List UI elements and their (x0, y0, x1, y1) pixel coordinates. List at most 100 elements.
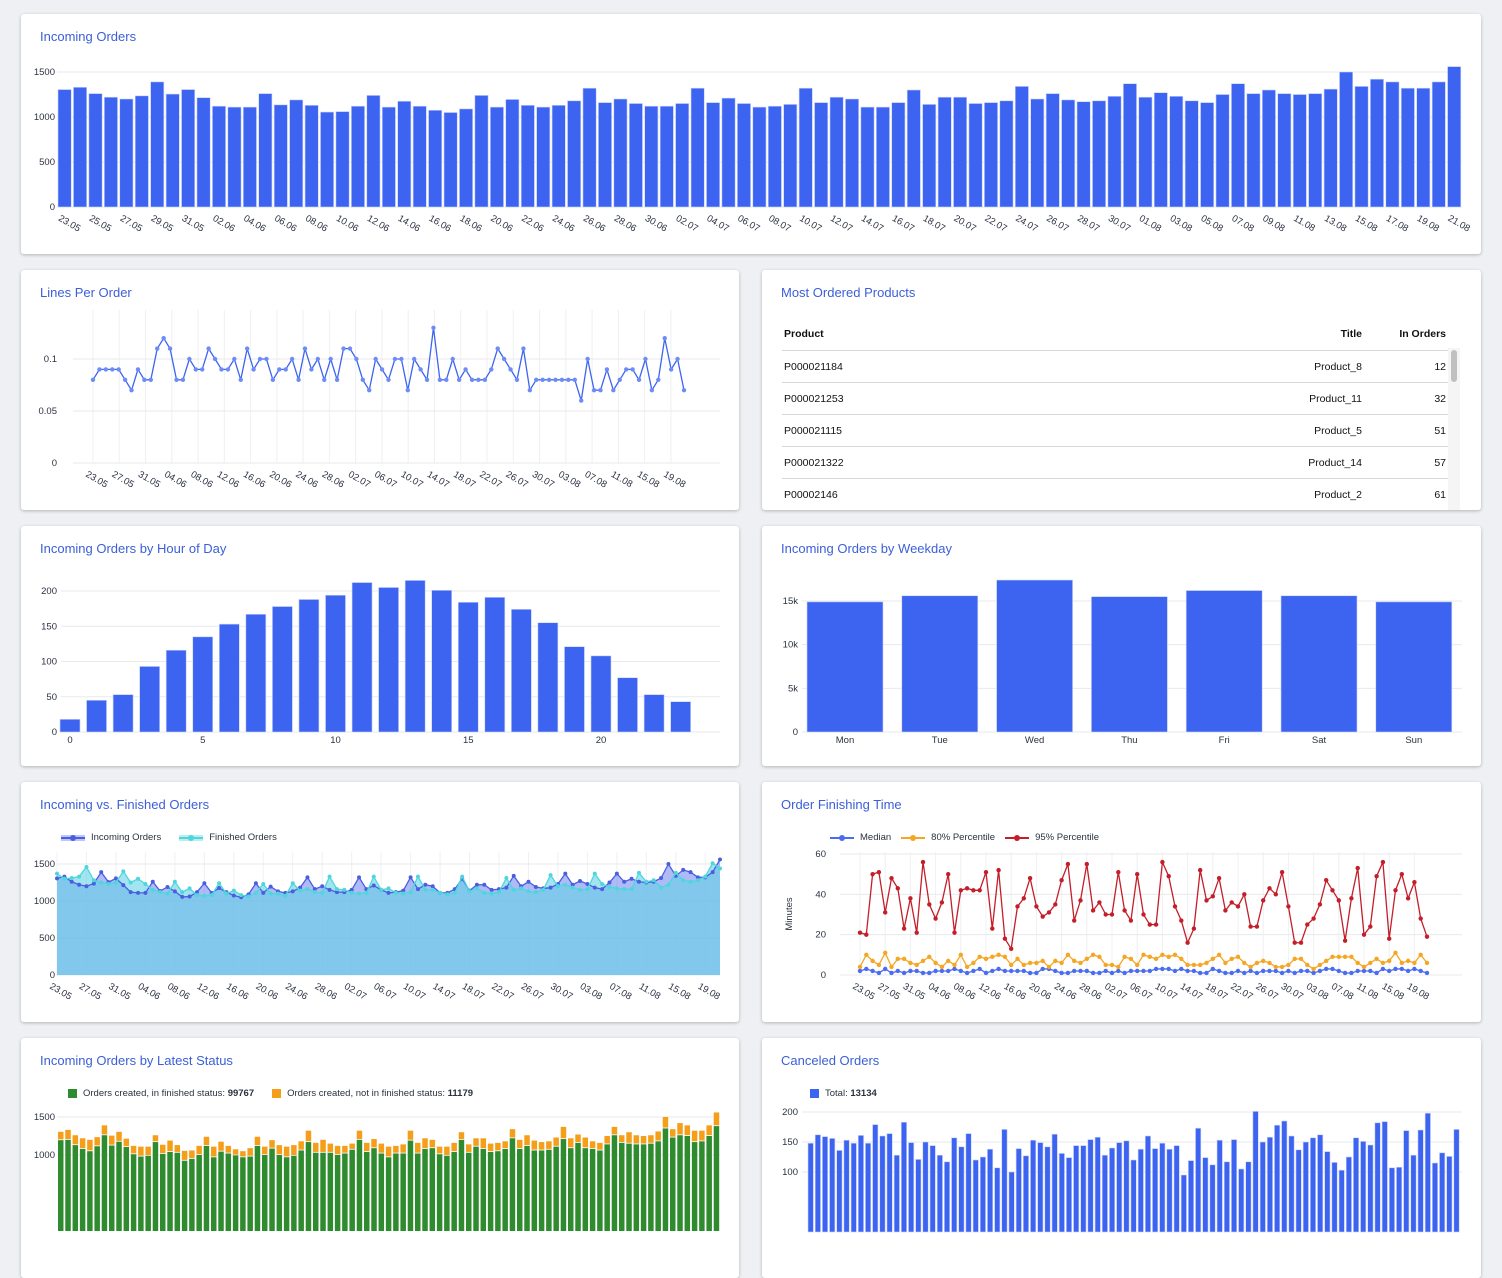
finished-bar[interactable] (444, 1155, 450, 1231)
bar[interactable] (1416, 87, 1431, 208)
p80-point[interactable] (1368, 960, 1373, 966)
finished-point[interactable] (445, 892, 450, 897)
median-point[interactable] (1040, 966, 1045, 972)
median-point[interactable] (1204, 970, 1209, 976)
p80-point[interactable] (1153, 956, 1159, 962)
lines-per-order-point[interactable] (579, 398, 584, 403)
incoming-point[interactable] (312, 887, 317, 892)
bar[interactable] (1338, 1169, 1345, 1233)
lines-per-order-point[interactable] (444, 377, 449, 382)
median-point[interactable] (1122, 970, 1127, 976)
median-point[interactable] (1342, 970, 1348, 976)
bar[interactable] (1292, 94, 1307, 208)
median-point[interactable] (870, 968, 875, 974)
finished-bar[interactable] (531, 1150, 538, 1231)
table-row[interactable]: P000021115 Product_5 51 (782, 414, 1448, 447)
incoming-point[interactable] (600, 887, 605, 892)
finished-bar[interactable] (466, 1152, 472, 1231)
lines-per-order-point[interactable] (155, 346, 160, 351)
p80-point[interactable] (1065, 952, 1071, 958)
lines-per-order-point[interactable] (643, 356, 648, 362)
p95-point[interactable] (1090, 908, 1096, 913)
bar[interactable] (1302, 1141, 1309, 1233)
table-row[interactable]: P000021253 Product_11 32 (782, 382, 1448, 415)
bar[interactable] (829, 1138, 836, 1233)
bar[interactable] (865, 1142, 872, 1233)
p80-point[interactable] (857, 964, 863, 970)
bar[interactable] (582, 87, 597, 208)
lines-per-order-point[interactable] (122, 377, 128, 382)
p80-point[interactable] (1059, 960, 1064, 966)
bar[interactable] (272, 606, 293, 733)
p80-point[interactable] (1223, 960, 1228, 966)
not-finished-bar[interactable] (487, 1143, 494, 1152)
finished-point[interactable] (128, 880, 133, 885)
lines-per-order-point[interactable] (598, 388, 603, 393)
p95-point[interactable] (946, 871, 951, 877)
p80-point[interactable] (1267, 960, 1272, 966)
finished-point[interactable] (121, 869, 126, 874)
not-finished-bar[interactable] (79, 1138, 86, 1149)
table-scrollbar[interactable] (1448, 348, 1460, 510)
bar[interactable] (872, 1124, 879, 1233)
bar[interactable] (1375, 601, 1453, 733)
p80-point[interactable] (883, 950, 888, 956)
lines-per-order-point[interactable] (289, 356, 295, 362)
incoming-point[interactable] (585, 881, 590, 886)
finished-point[interactable] (99, 880, 104, 885)
not-finished-bar[interactable] (298, 1141, 304, 1150)
incoming-point[interactable] (563, 871, 568, 876)
p80-point[interactable] (1393, 950, 1398, 956)
finished-bar[interactable] (247, 1156, 253, 1231)
bar[interactable] (1216, 1139, 1223, 1233)
bar[interactable] (1153, 92, 1168, 208)
finished-point[interactable] (187, 886, 192, 891)
p80-point[interactable] (1273, 964, 1278, 970)
lines-per-order-point[interactable] (463, 367, 468, 372)
finished-bar[interactable] (276, 1155, 283, 1231)
p95-point[interactable] (958, 888, 963, 893)
finished-bar[interactable] (269, 1148, 275, 1231)
finished-point[interactable] (194, 893, 199, 898)
not-finished-bar[interactable] (473, 1138, 479, 1146)
p95-point[interactable] (901, 926, 907, 931)
finished-point[interactable] (695, 878, 700, 883)
bar[interactable] (1245, 1161, 1252, 1233)
p95-point[interactable] (1393, 888, 1398, 893)
finished-bar[interactable] (502, 1148, 508, 1231)
median-point[interactable] (996, 966, 1001, 972)
finished-bar[interactable] (487, 1151, 494, 1231)
bar[interactable] (112, 694, 134, 733)
finished-bar[interactable] (203, 1145, 210, 1231)
bar[interactable] (922, 1141, 929, 1233)
p95-point[interactable] (1317, 902, 1323, 907)
finished-point[interactable] (519, 886, 524, 891)
not-finished-bar[interactable] (65, 1129, 71, 1139)
finished-bar[interactable] (262, 1155, 268, 1231)
finished-bar[interactable] (232, 1155, 239, 1231)
incoming-point[interactable] (165, 884, 170, 889)
not-finished-bar[interactable] (189, 1150, 195, 1158)
p95-point[interactable] (1009, 946, 1014, 951)
p95-point[interactable] (964, 886, 970, 891)
p80-point[interactable] (1015, 956, 1020, 962)
bar[interactable] (1044, 1146, 1051, 1233)
bar[interactable] (1058, 1153, 1065, 1233)
not-finished-bar[interactable] (684, 1125, 691, 1136)
p95-point[interactable] (1298, 940, 1304, 945)
lines-per-order-point[interactable] (521, 346, 526, 351)
not-finished-bar[interactable] (123, 1138, 130, 1147)
not-finished-bar[interactable] (101, 1125, 108, 1135)
bar[interactable] (567, 100, 582, 208)
not-finished-bar[interactable] (291, 1145, 297, 1155)
column-header-in-orders[interactable]: In Orders (1364, 318, 1448, 351)
lines-per-order-point[interactable] (469, 377, 475, 382)
median-point[interactable] (927, 970, 932, 976)
lines-per-order-point[interactable] (244, 346, 250, 351)
finished-point[interactable] (489, 891, 494, 896)
finished-point[interactable] (526, 889, 531, 894)
finished-bar[interactable] (385, 1157, 392, 1231)
bar[interactable] (1259, 1141, 1266, 1233)
not-finished-bar[interactable] (509, 1129, 516, 1138)
incoming-point[interactable] (180, 894, 185, 899)
